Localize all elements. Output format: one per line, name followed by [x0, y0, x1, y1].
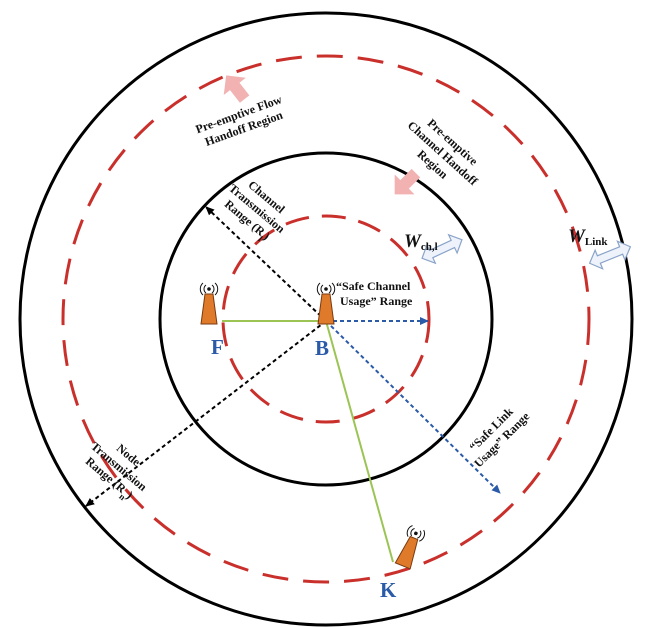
node-tx-range-sub: n [117, 491, 127, 502]
channel-tx-range-sub: l [256, 234, 265, 244]
flow-handoff-pink-arrow-icon [223, 75, 250, 103]
channel-handoff-pink-arrow-icon [394, 168, 421, 195]
w-link-letter: W [568, 226, 586, 247]
w-link-gap-double-arrow-icon [588, 240, 632, 270]
channel-transmission-circle [158, 151, 494, 487]
node-label-b: B [315, 336, 329, 360]
w-channel-gap-double-arrow-icon [421, 233, 463, 265]
w-channel-letter: W [404, 231, 422, 252]
node-transmission-label: Node Transmission Range (Rn) [83, 439, 150, 502]
link-b-k [325, 320, 394, 563]
safe-channel-label: “Safe Channel Usage” Range [336, 279, 413, 308]
node-b-antenna-icon [316, 282, 336, 325]
safe-link-usage-ring [61, 54, 591, 584]
node-f-antenna-icon [199, 282, 219, 325]
channel-transmission-label: Channel Transmission Range (Rl) [222, 178, 288, 244]
safe-link-label: “Safe Link Usage” Range [467, 404, 533, 470]
node-label-k: K [380, 578, 397, 602]
node-transmission-arrow [85, 320, 327, 507]
w-channel-label: Wch,l [404, 231, 438, 253]
svg-text:“Safe Channel: “Safe Channel [336, 279, 411, 293]
channel-handoff-label: Pre-emptive Channel Handoff Region [405, 116, 481, 189]
node-k-antenna-icon [394, 525, 425, 570]
node-transmission-circle [18, 11, 634, 627]
safe-channel-usage-ring [221, 214, 431, 424]
w-link-label: WLink [568, 226, 608, 248]
svg-text:Usage” Range: Usage” Range [340, 294, 413, 308]
node-label-f: F [211, 335, 224, 359]
w-link-sub: Link [585, 236, 609, 248]
safe-link-arrow [325, 320, 501, 494]
w-channel-sub: ch,l [421, 241, 438, 253]
